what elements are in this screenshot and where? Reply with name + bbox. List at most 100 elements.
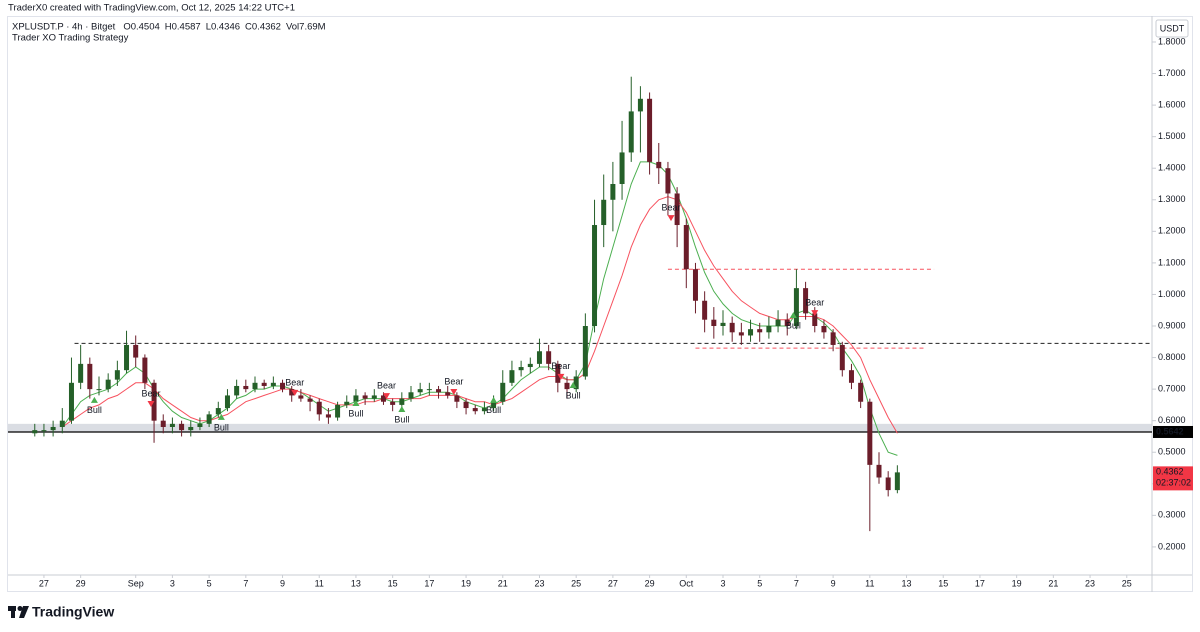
logo-dot bbox=[17, 606, 23, 611]
candle-body bbox=[243, 385, 249, 390]
ohlc-legend: O0.4504 H0.4587 L0.4346 C0.4362 Vol7.69M bbox=[123, 22, 325, 33]
candle-body bbox=[821, 326, 827, 333]
candle-body bbox=[628, 111, 634, 153]
x-tick-label: 9 bbox=[831, 578, 836, 588]
countdown: 02:37:02 bbox=[1156, 478, 1191, 488]
symbol-title: XPLUSDT.P · 4h · Bitget bbox=[12, 22, 116, 33]
signal-marker bbox=[383, 393, 391, 400]
currency-box[interactable] bbox=[1155, 19, 1189, 38]
signal-label: Bull bbox=[87, 405, 102, 415]
candle-body bbox=[885, 477, 891, 491]
signal-marker bbox=[90, 396, 98, 403]
candle-body bbox=[702, 300, 708, 320]
candle-body bbox=[509, 370, 515, 383]
candle-body bbox=[546, 351, 552, 364]
signal-marker bbox=[569, 382, 577, 389]
candle-body bbox=[894, 472, 900, 491]
chart-frame bbox=[7, 16, 1193, 592]
candle-body bbox=[307, 398, 313, 402]
candle-body bbox=[463, 401, 469, 409]
candle-body bbox=[858, 382, 864, 402]
y-tick-label: 1.2000 bbox=[1158, 226, 1186, 236]
signal-label: Bear bbox=[805, 297, 824, 307]
candle-body bbox=[518, 367, 524, 371]
moving-average bbox=[61, 161, 898, 456]
candle-body bbox=[261, 382, 267, 386]
candle-body bbox=[766, 326, 772, 333]
y-tick-label: 0.8000 bbox=[1158, 352, 1186, 362]
candle-body bbox=[839, 344, 845, 371]
y-tick-label: 0.9000 bbox=[1158, 320, 1186, 330]
candle-body bbox=[169, 423, 175, 427]
candle-body bbox=[711, 319, 717, 327]
candle-body bbox=[133, 344, 139, 358]
ohlcv-value: H0.4587 bbox=[165, 22, 201, 33]
candle-body bbox=[280, 382, 286, 390]
x-tick-label: 15 bbox=[938, 578, 948, 588]
candle-body bbox=[775, 319, 781, 327]
signal-marker bbox=[557, 373, 565, 380]
y-tick-label: 1.7000 bbox=[1158, 68, 1186, 78]
candle-body bbox=[289, 389, 295, 396]
candle-body bbox=[124, 344, 130, 371]
currency[interactable]: USDT bbox=[1160, 23, 1185, 33]
last-price-label: 0.4362 bbox=[1156, 467, 1184, 477]
y-tick-label: 1.4000 bbox=[1158, 163, 1186, 173]
candle-body bbox=[362, 395, 368, 399]
x-tick-label: 23 bbox=[534, 578, 544, 588]
x-tick-label: 5 bbox=[207, 578, 212, 588]
candle-body bbox=[234, 385, 240, 396]
candle-body bbox=[692, 269, 698, 301]
candle-body bbox=[619, 152, 625, 184]
y-tick-label: 0.2000 bbox=[1158, 541, 1186, 551]
candle-body bbox=[683, 225, 689, 270]
candle-body bbox=[325, 414, 331, 418]
logo-slash bbox=[19, 606, 29, 618]
candle-body bbox=[59, 420, 65, 427]
candle-body bbox=[656, 161, 662, 169]
x-tick-label: 7 bbox=[243, 578, 248, 588]
x-tick-label: Sep bbox=[128, 578, 144, 588]
x-tick-label: 25 bbox=[571, 578, 581, 588]
signal-label: Bull bbox=[566, 390, 581, 400]
candle-body bbox=[812, 313, 818, 327]
x-tick-label: 17 bbox=[975, 578, 985, 588]
candle-body bbox=[757, 329, 763, 333]
candle-body bbox=[729, 322, 735, 333]
signal-marker bbox=[450, 388, 458, 395]
candle-body bbox=[536, 351, 542, 364]
candle-body bbox=[32, 430, 38, 434]
y-tick-label: 1.1000 bbox=[1158, 257, 1186, 267]
ohlcv-value: O0.4504 bbox=[123, 22, 159, 33]
moving-average bbox=[62, 196, 898, 434]
x-tick-label: 13 bbox=[351, 578, 361, 588]
signal-label: Bull bbox=[486, 405, 501, 415]
candle-body bbox=[784, 319, 790, 327]
x-tick-label: 29 bbox=[76, 578, 86, 588]
ohlcv-value: C0.4362 bbox=[245, 22, 281, 33]
y-tick-label: 0.3000 bbox=[1158, 510, 1186, 520]
y-tick-label: 1.3000 bbox=[1158, 194, 1186, 204]
support-zone bbox=[8, 423, 1152, 432]
candle-body bbox=[344, 401, 350, 405]
x-tick-label: 27 bbox=[608, 578, 618, 588]
signal-label: Bear bbox=[141, 388, 160, 398]
candle-body bbox=[573, 376, 579, 390]
candle-body bbox=[105, 379, 111, 390]
x-tick-label: Oct bbox=[679, 578, 694, 588]
logo-stem bbox=[11, 611, 15, 618]
credit: TraderX0 created with TradingView.com, O… bbox=[8, 3, 295, 14]
candle-body bbox=[647, 98, 653, 162]
candle-body bbox=[500, 382, 506, 402]
y-tick-label: 0.6000 bbox=[1158, 415, 1186, 425]
candle-body bbox=[637, 98, 643, 112]
candle-body bbox=[610, 183, 616, 200]
candle-body bbox=[142, 357, 148, 383]
x-tick-label: 21 bbox=[498, 578, 508, 588]
ohlcv-value: Vol7.69M bbox=[286, 22, 326, 33]
x-tick-label: 9 bbox=[280, 578, 285, 588]
y-tick-label: 0.5000 bbox=[1158, 447, 1186, 457]
y-tick-label: 1.0000 bbox=[1158, 289, 1186, 299]
x-tick-label: 21 bbox=[1048, 578, 1058, 588]
